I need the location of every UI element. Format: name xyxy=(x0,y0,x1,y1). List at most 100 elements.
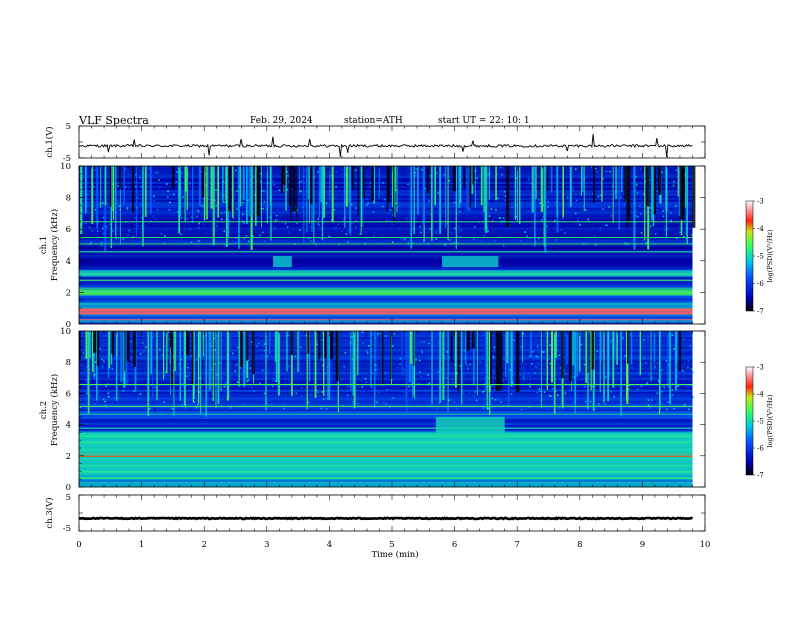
speckle xyxy=(556,356,558,358)
speckle xyxy=(309,242,311,244)
speckle xyxy=(280,379,283,381)
speckle xyxy=(636,192,639,194)
speckle xyxy=(181,191,183,193)
speckle xyxy=(263,343,266,345)
speckle xyxy=(404,174,406,177)
speckle xyxy=(671,389,673,391)
speckle xyxy=(493,240,496,242)
speckle xyxy=(546,408,549,410)
ch1-spectrogram-channel-label: ch.1 xyxy=(39,236,49,254)
speckle xyxy=(222,335,224,338)
speckle xyxy=(379,332,382,335)
narrowband-line xyxy=(79,441,693,443)
speckle xyxy=(283,393,286,396)
sferic-streak xyxy=(243,331,246,387)
speckle xyxy=(545,362,548,364)
speckle xyxy=(602,177,605,180)
speckle xyxy=(345,233,348,235)
speckle xyxy=(251,386,253,389)
quiet-gap xyxy=(362,166,365,199)
speckle xyxy=(262,231,264,234)
frequency-row xyxy=(79,416,693,420)
sferic-streak xyxy=(210,331,212,390)
speckle xyxy=(321,391,324,393)
speckle xyxy=(139,169,142,172)
time-axis-tick-label: 0 xyxy=(76,540,81,550)
speckle xyxy=(427,374,429,376)
speckle xyxy=(268,167,271,169)
speckle xyxy=(162,379,165,381)
speckle xyxy=(271,380,274,382)
speckle xyxy=(603,403,606,405)
speckle xyxy=(113,212,115,215)
speckle xyxy=(92,378,95,381)
speckle xyxy=(371,386,373,389)
speckle xyxy=(307,404,310,406)
speckle xyxy=(311,389,314,391)
speckle xyxy=(651,377,653,379)
speckle xyxy=(459,365,461,367)
speckle xyxy=(153,214,155,217)
speckle xyxy=(645,403,648,405)
sferic-streak xyxy=(505,331,507,378)
speckle xyxy=(263,190,265,192)
speckle xyxy=(652,375,655,378)
speckle xyxy=(428,382,431,384)
speckle xyxy=(567,205,569,207)
quiet-gap xyxy=(626,166,629,228)
speckle xyxy=(403,369,405,371)
speckle xyxy=(118,205,120,207)
frequency-row xyxy=(79,336,693,340)
quiet-gap xyxy=(318,331,321,360)
quiet-gap xyxy=(324,331,327,359)
speckle xyxy=(304,185,306,188)
sferic-streak xyxy=(286,331,288,372)
speckle xyxy=(124,186,127,188)
sferic-streak xyxy=(583,166,585,212)
speckle xyxy=(636,184,638,186)
speckle xyxy=(435,332,438,335)
speckle xyxy=(159,191,161,194)
speckle xyxy=(221,218,223,221)
speckle xyxy=(645,362,647,364)
frequency-row xyxy=(79,209,693,212)
speckle xyxy=(408,394,410,397)
speckle xyxy=(381,192,383,195)
speckle xyxy=(380,173,382,176)
speckle xyxy=(259,382,261,385)
speckle xyxy=(342,167,344,170)
frequency-row xyxy=(79,205,693,208)
sferic-streak xyxy=(401,331,403,375)
speckle xyxy=(149,407,151,410)
narrowband-line xyxy=(79,413,693,415)
speckle xyxy=(622,337,624,339)
speckle xyxy=(686,407,689,410)
sferic-streak xyxy=(618,166,620,229)
sferic-streak xyxy=(458,166,461,209)
speckle xyxy=(94,209,96,212)
speckle xyxy=(236,241,238,243)
speckle xyxy=(107,195,110,197)
speckle xyxy=(104,400,106,403)
speckle xyxy=(158,389,160,391)
speckle xyxy=(529,385,531,388)
speckle xyxy=(365,353,367,355)
speckle xyxy=(194,347,196,349)
speckle xyxy=(273,399,275,401)
frequency-row xyxy=(79,189,693,192)
speckle xyxy=(164,235,166,237)
speckle xyxy=(271,385,274,388)
speckle xyxy=(91,229,94,232)
speckle xyxy=(171,226,173,229)
speckle xyxy=(207,198,209,201)
quiet-gap xyxy=(111,331,114,354)
speckle xyxy=(263,183,266,185)
ch2-colorbar xyxy=(745,366,754,476)
speckle xyxy=(149,369,152,371)
speckle xyxy=(367,202,369,204)
speckle xyxy=(130,340,132,343)
speckle xyxy=(143,350,145,353)
spectral-feature xyxy=(79,308,693,315)
speckle xyxy=(142,342,144,344)
